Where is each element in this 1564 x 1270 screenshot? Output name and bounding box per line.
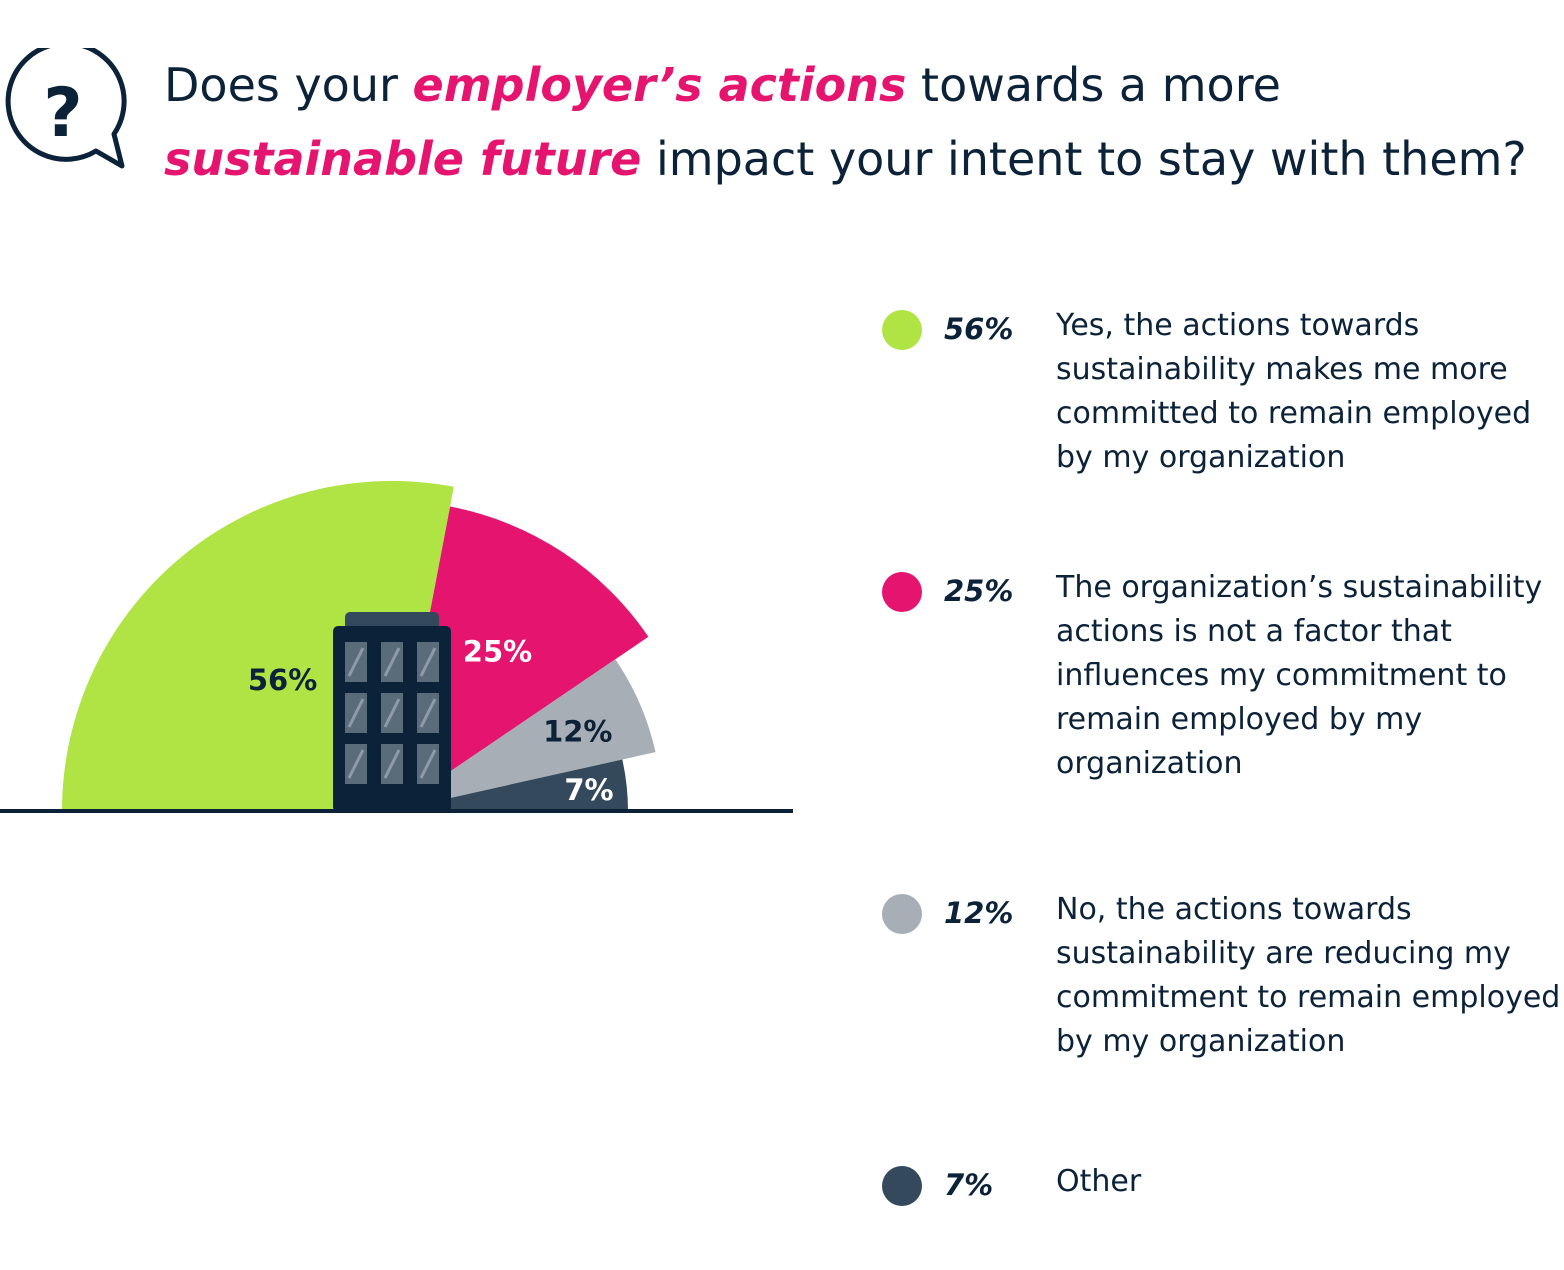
- question-bubble-icon: ?: [5, 48, 127, 169]
- legend-text: The organization’s sustainability action…: [1056, 570, 1543, 781]
- svg-text:?: ?: [43, 74, 82, 153]
- legend-swatch: [882, 310, 922, 350]
- title-highlight-sustainable-future: sustainable future: [164, 132, 642, 186]
- legend-text: Other: [1056, 1164, 1142, 1199]
- legend: 56% Yes, the actions towards sustainabili…: [882, 0, 1562, 1270]
- slice-label-56: 56%: [248, 663, 317, 697]
- legend-swatch: [882, 572, 922, 612]
- title-part-1: Does your: [164, 58, 413, 112]
- legend-percent: 12%: [944, 896, 1014, 930]
- chart-title: Does your employer’s actions towards a m…: [164, 48, 1544, 196]
- slice-label-12: 12%: [543, 715, 612, 749]
- legend-percent: 7%: [944, 1168, 994, 1202]
- legend-swatch: [882, 894, 922, 934]
- slice-25: [392, 506, 649, 811]
- legend-swatch: [882, 1166, 922, 1206]
- legend-text: Yes, the actions towards sustainability …: [1056, 308, 1532, 475]
- slice-label-25: 25%: [463, 634, 532, 668]
- title-part-3: impact your intent to stay with them?: [641, 132, 1527, 186]
- title-highlight-employer-actions: employer’s actions: [412, 58, 907, 112]
- slice-label-7: 7%: [564, 773, 613, 807]
- radial-chart: 56% 25% 12% 7%: [0, 480, 793, 813]
- legend-text: No, the actions towards sustainability a…: [1056, 892, 1561, 1059]
- building-icon: [333, 612, 451, 812]
- slice-12: [392, 659, 656, 811]
- title-part-2: towards a more: [906, 58, 1281, 112]
- legend-percent: 56%: [944, 312, 1014, 346]
- legend-percent: 25%: [944, 574, 1014, 608]
- chart-labels: 56% 25% 12% 7%: [248, 634, 614, 807]
